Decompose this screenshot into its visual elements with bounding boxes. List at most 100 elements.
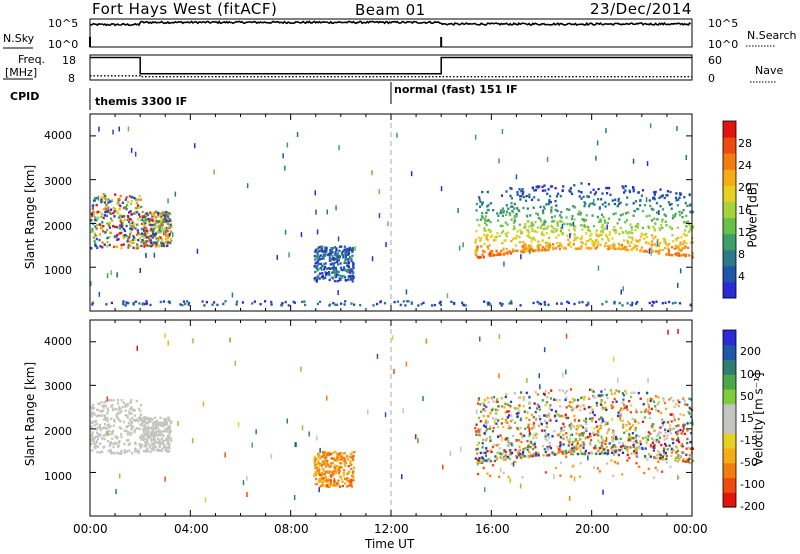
range-cell (603, 401, 607, 404)
range-cell (113, 235, 116, 238)
range-cell (680, 432, 683, 435)
range-cell (634, 245, 637, 249)
range-cell (329, 481, 332, 485)
range-cell (393, 369, 395, 374)
range-cell (510, 205, 513, 208)
range-cell (543, 347, 546, 353)
range-cell (605, 233, 608, 237)
range-cell (106, 228, 109, 232)
range-cell (167, 340, 169, 346)
power-tick-28: 28 (738, 137, 752, 150)
range-cell (650, 234, 654, 237)
range-cell (480, 203, 484, 206)
range-cell (128, 211, 131, 214)
range-cell (622, 186, 625, 190)
range-cell (126, 302, 129, 305)
range-cell (316, 229, 319, 235)
range-cell (647, 403, 650, 407)
range-cell (109, 231, 112, 234)
range-cell (165, 428, 168, 431)
range-cell (504, 221, 507, 224)
range-cell (504, 458, 507, 461)
range-cell (333, 261, 336, 264)
range-cell (671, 302, 674, 305)
range-cell (573, 418, 576, 421)
range-cell (140, 423, 143, 427)
range-cell (691, 459, 694, 463)
range-cell (153, 427, 156, 430)
range-cell (335, 205, 337, 211)
range-cell (474, 457, 477, 460)
range-cell (563, 222, 566, 226)
range-cell (347, 275, 350, 278)
range-cell (519, 304, 522, 307)
range-cell (122, 235, 125, 238)
range-cell (606, 224, 608, 230)
range-cell (624, 212, 628, 215)
range-cell (611, 451, 614, 454)
range-cell (657, 410, 660, 413)
range-cell (658, 452, 661, 456)
range-cell (125, 429, 128, 433)
range-cell (663, 196, 666, 200)
range-cell (532, 206, 535, 209)
range-cell (496, 398, 499, 401)
range-cell (156, 237, 159, 241)
range-cell (140, 222, 144, 226)
range-cell (682, 457, 685, 461)
range-cell (323, 484, 326, 487)
range-cell (132, 235, 135, 238)
range-cell (112, 212, 115, 215)
range-cell (649, 455, 652, 458)
range-cell (682, 413, 685, 417)
range-cell (314, 472, 317, 475)
range-cell (487, 247, 490, 251)
range-cell (564, 449, 567, 453)
range-cell (169, 241, 172, 245)
range-cell (513, 225, 516, 228)
range-cell (497, 419, 500, 422)
range-cell (167, 419, 170, 422)
range-cell (146, 439, 149, 442)
range-cell (636, 244, 639, 248)
range-cell (659, 411, 663, 415)
range-cell (334, 250, 337, 254)
range-cell (490, 450, 493, 454)
range-cell (689, 461, 692, 465)
range-cell (549, 195, 552, 198)
range-cell (475, 249, 478, 253)
range-cell (575, 432, 578, 435)
range-cell (672, 427, 675, 431)
range-cell (293, 495, 296, 500)
range-cell (653, 444, 656, 447)
range-cell (106, 396, 108, 402)
range-cell (457, 208, 459, 213)
range-cell (571, 452, 574, 455)
range-cell (685, 214, 688, 218)
range-cell (659, 456, 662, 460)
range-cell (158, 226, 161, 229)
range-cell (105, 431, 108, 434)
range-cell (628, 189, 631, 192)
range-cell (573, 414, 576, 418)
range-cell (124, 198, 127, 201)
range-cell (568, 441, 571, 444)
range-cell (683, 246, 687, 250)
range-cell (551, 451, 554, 454)
range-cell (482, 466, 485, 470)
range-cell (161, 215, 164, 218)
range-cell (152, 438, 155, 441)
range-cell (587, 239, 590, 242)
range-cell (587, 303, 590, 306)
range-cell (117, 216, 121, 219)
range-cell (613, 397, 616, 401)
range-cell (593, 427, 596, 430)
range-cell (90, 438, 93, 441)
range-cell (314, 470, 317, 474)
range-cell (656, 211, 659, 214)
range-cell (568, 241, 571, 244)
range-cell (163, 430, 166, 433)
range-cell (673, 416, 676, 419)
range-cell (134, 442, 137, 446)
range-cell (510, 218, 513, 221)
